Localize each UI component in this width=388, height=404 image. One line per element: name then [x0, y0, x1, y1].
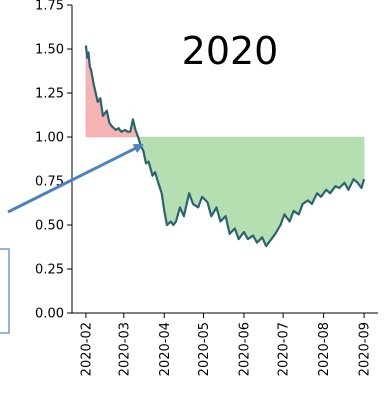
x-tick-label: 2020-06 — [237, 322, 252, 376]
y-tick-label: 1.50 — [35, 43, 64, 58]
x-tick-label: 2020-03 — [117, 322, 132, 376]
callout-arrow — [7, 143, 144, 214]
x-tick-label: 2020-08 — [317, 322, 332, 376]
y-tick-label: 1.25 — [35, 87, 64, 102]
x-tick-label: 2020-07 — [277, 322, 292, 376]
y-tick-label: 1.00 — [35, 131, 64, 146]
x-tick-label: 2020-02 — [79, 322, 94, 376]
y-tick-label: 0.75 — [35, 175, 64, 190]
x-tick-label: 2020-09 — [358, 322, 373, 376]
x-tick-label: 2020-04 — [158, 322, 173, 376]
callout-box — [0, 248, 10, 334]
y-tick-label: 0.00 — [35, 307, 64, 322]
y-tick-label: 0.50 — [35, 219, 64, 234]
x-tick-label: 2020-05 — [197, 322, 212, 376]
y-ticks: 0.00 0.25 0.50 0.75 1.00 1.25 1.50 1.75 — [35, 0, 72, 322]
y-tick-label: 1.75 — [35, 0, 64, 14]
series-line — [84, 45, 366, 248]
chart-title: 2020 — [182, 29, 279, 73]
y-tick-label: 0.25 — [35, 263, 64, 278]
fill-above-baseline — [85, 45, 139, 138]
x-ticks: 2020-02 2020-03 2020-04 2020-05 2020-06 2020-… — [79, 313, 373, 376]
